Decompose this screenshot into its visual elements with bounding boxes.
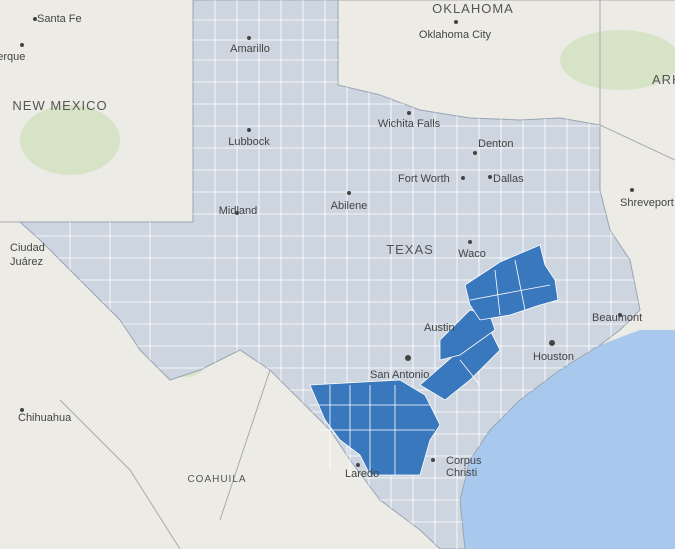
- city-label: Houston: [533, 351, 574, 363]
- city-label: Corpus: [446, 455, 482, 467]
- city-label: Dallas: [493, 173, 524, 185]
- city-label: Juárez: [10, 256, 43, 268]
- city-label: Oklahoma City: [419, 29, 492, 41]
- city-label: Shreveport: [620, 197, 674, 209]
- city-label: Christi: [446, 467, 477, 479]
- state-label: TEXAS: [386, 242, 434, 257]
- city-markers: [20, 17, 634, 467]
- city-label: Wichita Falls: [378, 118, 441, 130]
- city-label: Waco: [458, 248, 486, 260]
- state-label: OKLAHOMA: [432, 1, 514, 16]
- highlighted-county: [439, 309, 496, 361]
- vegetation: [20, 30, 675, 377]
- city-label: Albuquerque: [0, 51, 25, 63]
- city-label: Midland: [219, 205, 258, 217]
- state-label: NEW MEXICO: [12, 98, 107, 113]
- city-label: Chihuahua: [18, 412, 72, 424]
- city-label: Austin: [424, 322, 455, 334]
- state-label: COAHUILA: [187, 474, 246, 485]
- state-label: ARKANSAS: [652, 72, 675, 87]
- highlighted-county: [464, 244, 559, 321]
- city-label: San Antonio: [370, 369, 429, 381]
- city-label: Beaumont: [592, 312, 642, 324]
- city-label: Santa Fe: [37, 13, 82, 25]
- city-label: Ciudad: [10, 242, 45, 254]
- city-label: Lubbock: [228, 136, 270, 148]
- gulf-of-mexico: [460, 330, 675, 549]
- city-label: Laredo: [345, 468, 379, 480]
- highlighted-county: [309, 379, 441, 476]
- city-label: Fort Worth: [398, 173, 450, 185]
- city-label: Amarillo: [230, 43, 270, 55]
- highlighted-counties: [309, 244, 559, 476]
- city-label: Abilene: [331, 200, 368, 212]
- city-label: Denton: [478, 138, 513, 150]
